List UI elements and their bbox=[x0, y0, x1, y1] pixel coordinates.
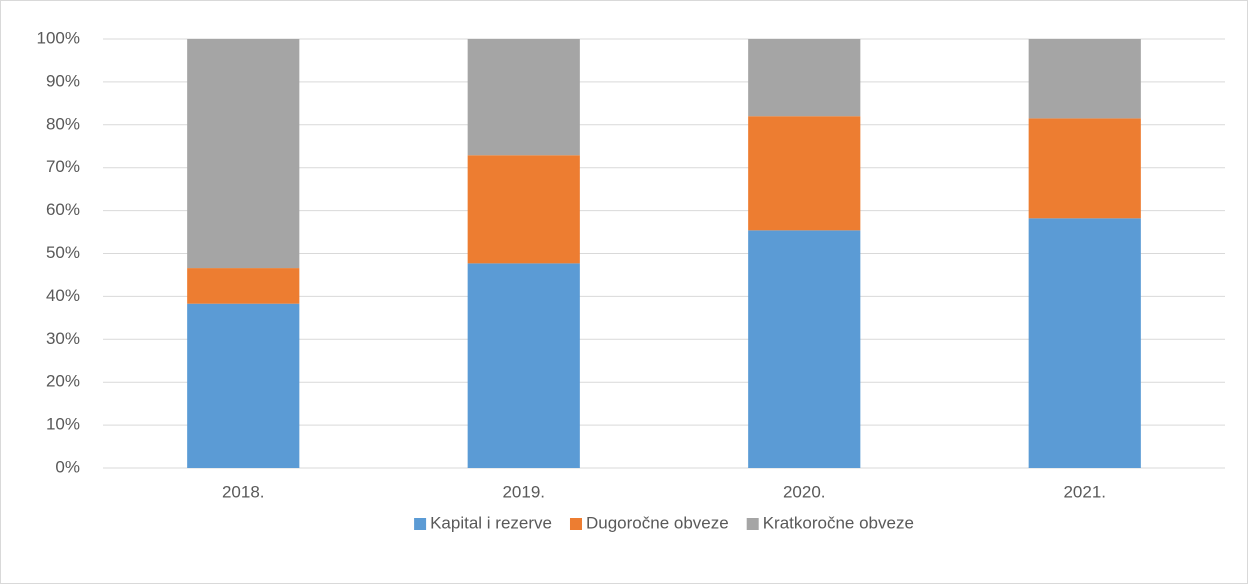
bar-segment bbox=[1028, 118, 1141, 219]
y-tick-label: 90% bbox=[46, 71, 80, 90]
x-tick-label: 2018. bbox=[222, 482, 265, 501]
bar-segment bbox=[187, 303, 300, 468]
y-tick-label: 40% bbox=[46, 286, 80, 305]
y-tick-label: 30% bbox=[46, 329, 80, 348]
y-tick-label: 10% bbox=[46, 415, 80, 434]
bar-segment bbox=[187, 268, 300, 304]
bar-segment bbox=[748, 116, 861, 231]
x-tick-label: 2019. bbox=[502, 482, 545, 501]
legend-swatch bbox=[746, 518, 759, 530]
x-tick-label: 2021. bbox=[1063, 482, 1106, 501]
bar-segment bbox=[467, 155, 580, 264]
bar-segment bbox=[1028, 218, 1141, 468]
bar-segment bbox=[748, 230, 861, 468]
legend-swatch bbox=[414, 518, 427, 530]
y-tick-label: 60% bbox=[46, 200, 80, 219]
y-tick-label: 80% bbox=[46, 114, 80, 133]
y-tick-label: 50% bbox=[46, 243, 80, 262]
y-tick-label: 70% bbox=[46, 157, 80, 176]
x-tick-label: 2020. bbox=[783, 482, 826, 501]
legend-label: Kratkoročne obveze bbox=[763, 513, 914, 532]
bar-segment bbox=[187, 39, 300, 269]
legend-label: Kapital i rezerve bbox=[430, 513, 552, 532]
legend-label: Dugoročne obveze bbox=[586, 513, 729, 532]
bar-segment bbox=[748, 39, 861, 117]
legend-swatch bbox=[569, 518, 582, 530]
bar-segment bbox=[1028, 39, 1141, 119]
y-tick-label: 0% bbox=[55, 457, 80, 476]
y-tick-label: 100% bbox=[37, 28, 80, 47]
bar-segment bbox=[467, 263, 580, 468]
y-tick-label: 20% bbox=[46, 372, 80, 391]
bar-segment bbox=[467, 39, 580, 156]
